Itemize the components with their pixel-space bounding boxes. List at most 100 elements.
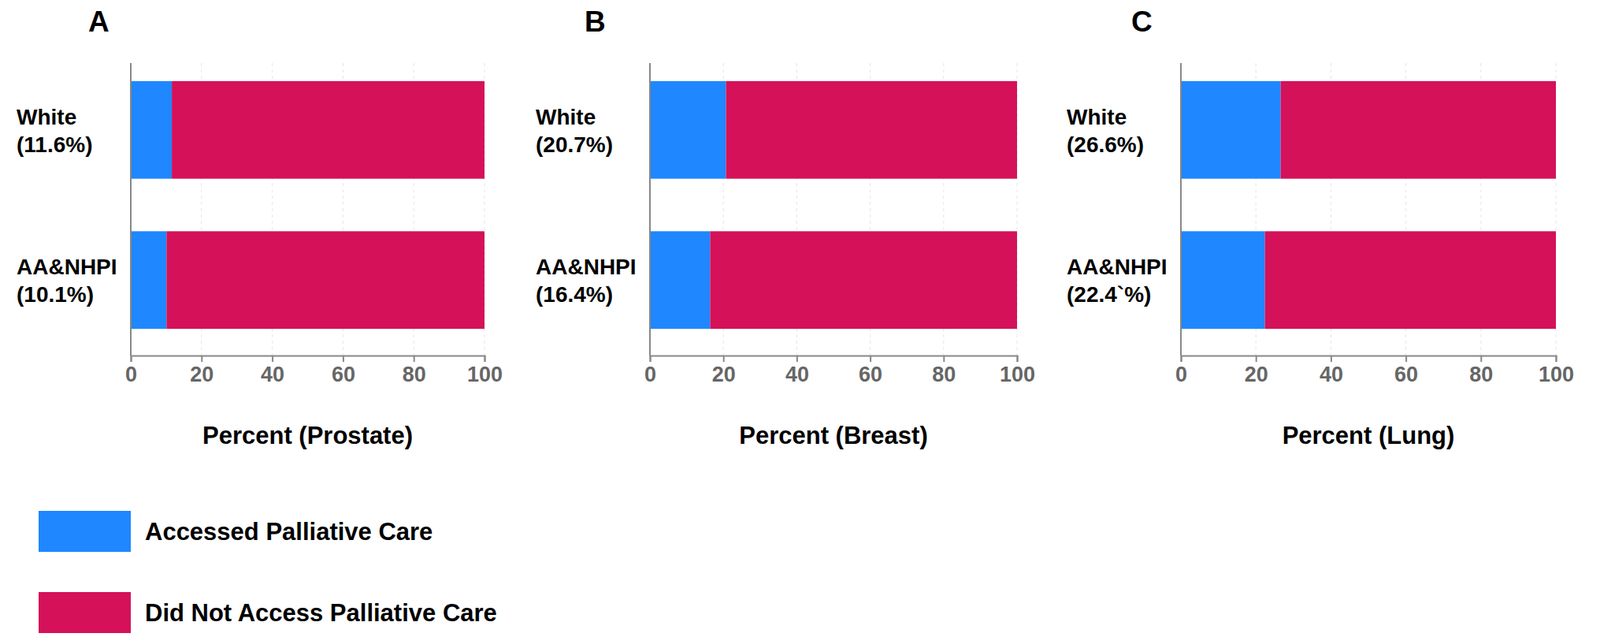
category-label-line: (16.4%)	[535, 282, 613, 307]
tick: White(11.6%)	[16, 104, 131, 157]
category-label-line: (10.1%)	[16, 282, 94, 307]
tick-label: 0	[1175, 362, 1188, 387]
category-label: White(11.6%)	[16, 104, 93, 157]
category-label-line: AA&NHPI	[16, 254, 118, 279]
axis-line	[650, 356, 1018, 363]
tick-label: 0	[125, 362, 138, 387]
legend-swatch	[38, 591, 131, 633]
tick: 0	[1175, 355, 1188, 387]
tick: 20	[1244, 355, 1269, 387]
tick-label: 100	[999, 362, 1036, 387]
tick-label: 20	[189, 362, 214, 387]
tick-label: 20	[1244, 362, 1269, 387]
category-label-line: (20.7%)	[535, 132, 613, 157]
panel-title: C	[1131, 5, 1153, 38]
tick: 0	[125, 355, 138, 387]
panel-title: B	[584, 5, 606, 38]
tick-mark	[484, 355, 487, 362]
category-label-line: (22.4`%)	[1066, 282, 1151, 307]
tick-mark	[1180, 355, 1183, 362]
legend: Accessed Palliative CareDid Not Access P…	[38, 510, 498, 633]
tick-label: 20	[712, 362, 736, 387]
panel: 0 20 40 60 80 100 White(20.7%) AA&NHPI (16.4%) Pe…	[535, 5, 1036, 450]
bar	[649, 230, 710, 329]
tick: AA&NHPI (22.4`%)	[1066, 254, 1181, 307]
tick-mark	[869, 355, 872, 362]
category-label-line: (26.6%)	[1066, 132, 1144, 157]
tick-label: 60	[1394, 362, 1419, 387]
axis-title: Percent (Breast)	[738, 421, 928, 450]
bar	[725, 81, 1018, 179]
tick-label: 40	[260, 362, 285, 387]
tick: 100	[467, 355, 503, 387]
tick-mark	[1017, 355, 1019, 362]
axis-line	[1180, 63, 1182, 356]
tick-label: 60	[858, 362, 883, 387]
category-label-line: AA&NHPI	[1066, 254, 1168, 279]
grid-line	[649, 63, 651, 356]
axis-title: Percent (Lung)	[1282, 421, 1456, 450]
category-label: AA&NHPI (22.4`%)	[1066, 254, 1168, 307]
bar	[709, 230, 1018, 329]
bar	[1180, 230, 1266, 329]
tick-mark	[1255, 355, 1258, 362]
category-label-line: AA&NHPI	[535, 254, 637, 279]
category-label-line: White	[1066, 104, 1127, 130]
tick: 60	[331, 355, 356, 387]
tick-mark	[1405, 355, 1407, 362]
tick-mark	[413, 355, 416, 362]
category-label: White(20.7%)	[535, 104, 613, 157]
tick: 20	[189, 355, 214, 387]
tick: 60	[858, 355, 883, 387]
legend-label: Accessed Palliative Care	[144, 517, 433, 546]
tick-mark	[130, 355, 133, 362]
category-label: White(26.6%)	[1066, 104, 1144, 157]
tick: 40	[1319, 355, 1344, 387]
tick: White(26.6%)	[1066, 104, 1181, 157]
tick-label: 80	[402, 362, 427, 387]
bar	[166, 230, 485, 329]
bar	[1280, 81, 1556, 179]
tick-mark	[1480, 355, 1482, 362]
y-axis: White(11.6%) AA&NHPI (10.1%)	[16, 63, 131, 356]
category-label: AA&NHPI (10.1%)	[16, 254, 118, 307]
bars	[649, 81, 1018, 329]
bars	[1180, 81, 1556, 329]
bar	[171, 81, 485, 179]
tick-label: 0	[644, 362, 657, 387]
tick-mark	[1330, 355, 1333, 362]
tick-label: 40	[785, 362, 810, 387]
axis-line	[649, 63, 651, 356]
tick: 60	[1394, 355, 1419, 387]
x-axis: 0 20 40 60 80 100	[644, 355, 1036, 387]
tick-label: 100	[1538, 362, 1575, 387]
category-label: AA&NHPI (16.4%)	[535, 254, 637, 307]
axis-line	[131, 356, 486, 363]
tick: AA&NHPI (10.1%)	[16, 254, 131, 307]
tick-mark	[942, 355, 945, 362]
category-label-line: White	[16, 104, 77, 130]
grid	[1180, 63, 1556, 356]
y-axis: White(20.7%) AA&NHPI (16.4%)	[535, 63, 650, 356]
y-axis: White(26.6%) AA&NHPI (22.4`%)	[1066, 63, 1181, 356]
tick-label: 40	[1319, 362, 1344, 387]
tick: 20	[712, 355, 736, 387]
axis-line	[129, 63, 132, 356]
panel-title: A	[88, 5, 110, 38]
category-label-line: (11.6%)	[16, 132, 93, 157]
axis-title: Percent (Prostate)	[202, 421, 413, 450]
tick-mark	[1555, 355, 1558, 362]
bars	[130, 81, 485, 329]
legend-swatch	[38, 510, 131, 552]
tick: 80	[931, 355, 956, 387]
grid	[649, 63, 1018, 356]
tick: 80	[1469, 355, 1493, 387]
tick: 100	[1538, 355, 1575, 387]
tick-mark	[342, 355, 345, 362]
tick-mark	[200, 355, 203, 362]
tick: 40	[260, 355, 285, 387]
axis-line	[1181, 356, 1557, 363]
panel: 0 20 40 60 80 100 White(11.6%) AA&NHPI (10.1%) Pe…	[16, 5, 503, 450]
grid-line	[130, 63, 132, 356]
bar	[1180, 81, 1281, 179]
